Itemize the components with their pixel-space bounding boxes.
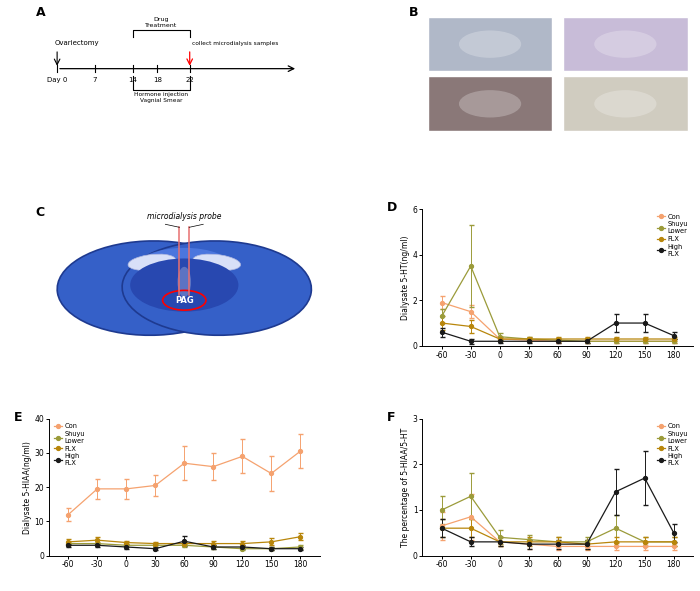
Y-axis label: Dialysate 5-HT(ng/ml): Dialysate 5-HT(ng/ml) [401, 235, 410, 320]
Ellipse shape [459, 31, 522, 58]
Ellipse shape [193, 254, 241, 271]
Text: 18: 18 [153, 77, 162, 83]
Ellipse shape [122, 241, 312, 335]
FancyBboxPatch shape [428, 17, 552, 72]
Ellipse shape [128, 254, 176, 271]
FancyBboxPatch shape [428, 76, 552, 131]
FancyBboxPatch shape [563, 17, 687, 72]
Text: 14: 14 [128, 77, 137, 83]
Text: 7: 7 [92, 77, 97, 83]
Text: Drug
Treatment: Drug Treatment [145, 17, 177, 28]
Text: Ovariectomy: Ovariectomy [55, 40, 99, 47]
Legend: Con, Shuyu
Lower, FLX, High
FLX: Con, Shuyu Lower, FLX, High FLX [52, 422, 86, 468]
Text: E: E [14, 411, 22, 424]
Text: Day 0: Day 0 [47, 77, 67, 83]
Text: C: C [36, 206, 45, 219]
Text: Hormone injection
Vagnial Smear: Hormone injection Vagnial Smear [134, 92, 188, 103]
Text: D: D [387, 201, 398, 214]
Text: B: B [409, 5, 419, 18]
Text: collect microdialysis samples: collect microdialysis samples [193, 41, 279, 47]
Y-axis label: Dialysate 5-HIAA(ng/ml): Dialysate 5-HIAA(ng/ml) [22, 441, 32, 534]
FancyBboxPatch shape [563, 76, 687, 131]
Ellipse shape [57, 241, 246, 335]
Text: 22: 22 [186, 77, 194, 83]
Ellipse shape [594, 31, 657, 58]
Ellipse shape [459, 90, 522, 118]
Legend: Con, Shuyu
Lower, FLX, High
FLX: Con, Shuyu Lower, FLX, High FLX [656, 422, 690, 468]
Text: microdialysis probe: microdialysis probe [147, 212, 221, 221]
Ellipse shape [178, 267, 191, 297]
Text: PAG: PAG [175, 296, 194, 305]
Text: F: F [387, 411, 395, 424]
Text: A: A [36, 5, 45, 18]
Ellipse shape [130, 258, 239, 311]
Y-axis label: The percentage of 5-HIAA/5-HT: The percentage of 5-HIAA/5-HT [401, 427, 410, 547]
Legend: Con, Shuyu
Lower, FLX, High
FLX: Con, Shuyu Lower, FLX, High FLX [656, 212, 690, 258]
Ellipse shape [137, 248, 232, 286]
Ellipse shape [594, 90, 657, 118]
